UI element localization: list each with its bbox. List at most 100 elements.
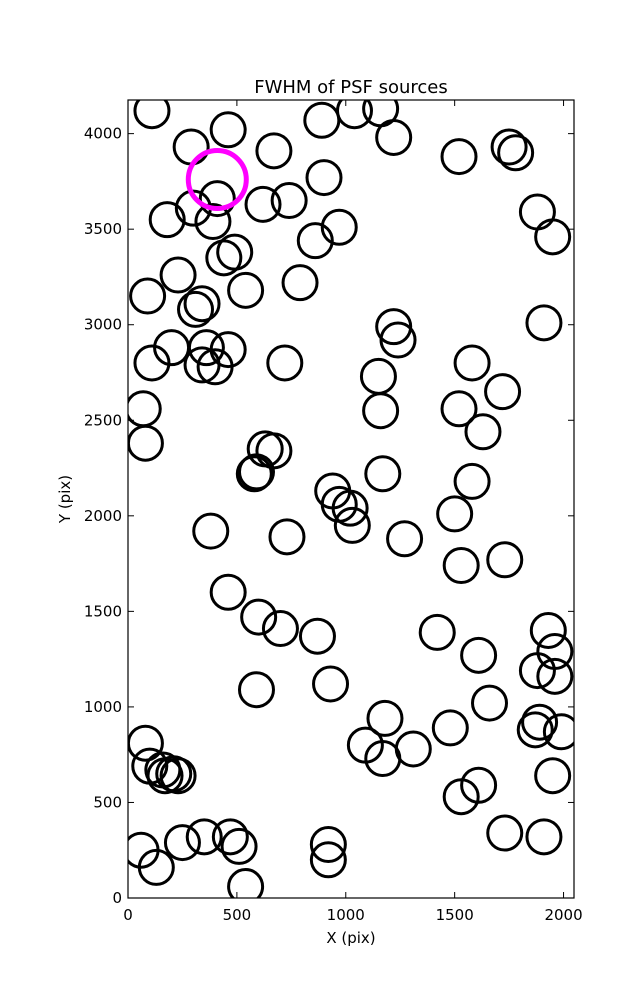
source-marker — [542, 713, 574, 751]
source-marker — [534, 218, 572, 256]
source-marker — [440, 390, 478, 428]
y-tick-label: 500 — [93, 793, 122, 811]
source-marker — [133, 100, 171, 130]
source-marker — [364, 455, 402, 493]
source-marker — [309, 841, 347, 879]
source-marker — [536, 657, 574, 695]
source-marker — [235, 455, 273, 493]
y-tick-label: 2500 — [84, 411, 122, 429]
source-marker — [497, 134, 535, 172]
ticks-layer: 0 500 1000 1500 2000 0 500 1000 1500 2000 2500 3000… — [84, 100, 583, 924]
source-marker — [220, 827, 258, 865]
source-marker — [237, 671, 275, 709]
source-marker — [516, 711, 554, 749]
source-marker — [133, 344, 171, 382]
source-marker — [137, 848, 175, 886]
source-marker — [364, 740, 402, 778]
source-marker — [486, 541, 524, 579]
source-marker — [484, 373, 522, 411]
chart-title: FWHM of PSF sources — [254, 77, 448, 98]
source-marker — [460, 636, 498, 674]
source-marker — [209, 111, 247, 149]
source-marker — [418, 613, 456, 651]
source-marker — [240, 598, 278, 636]
source-marker — [185, 818, 223, 856]
source-marker — [320, 208, 358, 246]
source-marker — [192, 512, 230, 550]
y-tick-label: 3500 — [84, 220, 122, 238]
source-marker — [129, 277, 167, 315]
source-marker — [268, 518, 306, 556]
source-marker — [453, 462, 491, 500]
x-tick-label: 1500 — [436, 906, 474, 924]
source-marker — [227, 868, 265, 898]
source-marker — [187, 329, 225, 367]
source-marker — [521, 703, 559, 741]
source-marker — [196, 348, 234, 386]
source-marker — [266, 344, 304, 382]
source-marker — [198, 180, 236, 218]
source-marker — [183, 285, 221, 323]
source-marker — [464, 413, 502, 451]
highlighted-source-marker — [185, 147, 249, 211]
source-marker — [362, 392, 400, 430]
source-marker — [436, 495, 474, 533]
source-marker — [331, 489, 369, 527]
source-marker — [490, 128, 528, 166]
source-marker — [183, 346, 221, 384]
source-marker — [159, 256, 197, 294]
y-axis-label: Y (pix) — [56, 475, 74, 524]
source-marker — [518, 652, 556, 690]
y-tick-label: 1000 — [84, 698, 122, 716]
source-marker — [177, 290, 215, 328]
source-marker — [148, 201, 186, 239]
source-marker — [159, 757, 197, 795]
source-marker — [237, 453, 275, 491]
source-marker — [471, 684, 509, 722]
source-marker — [209, 573, 247, 611]
source-marker — [244, 185, 282, 223]
source-marker — [333, 506, 371, 544]
source-marker — [227, 271, 265, 309]
source-marker — [194, 203, 232, 241]
x-tick-label: 2000 — [544, 906, 582, 924]
source-marker — [309, 825, 347, 863]
source-marker — [525, 818, 563, 856]
source-marker — [453, 344, 491, 382]
source-marker — [261, 610, 299, 648]
plot-frame — [127, 99, 575, 899]
source-marker — [379, 321, 417, 359]
x-tick-label: 500 — [223, 906, 252, 924]
source-marker — [216, 233, 254, 271]
source-marker — [375, 118, 413, 156]
source-marker — [163, 824, 201, 862]
y-tick-label: 2000 — [84, 507, 122, 525]
x-tick-label: 1000 — [327, 906, 365, 924]
x-axis-label: X (pix) — [326, 929, 375, 947]
source-marker — [440, 138, 478, 176]
y-tick-label: 4000 — [84, 125, 122, 143]
source-marker — [281, 264, 319, 302]
source-marker — [255, 132, 293, 170]
source-marker — [386, 520, 424, 558]
y-tick-label: 3000 — [84, 316, 122, 334]
source-marker — [442, 547, 480, 584]
source-marker — [211, 818, 249, 856]
source-marker — [442, 778, 480, 816]
source-marker — [298, 617, 336, 655]
source-marker — [312, 665, 350, 703]
source-marker — [335, 100, 373, 130]
markers-layer — [128, 100, 574, 898]
source-marker — [525, 304, 563, 342]
source-marker — [305, 159, 343, 197]
x-tick-label: 0 — [123, 906, 133, 924]
source-marker — [431, 709, 469, 747]
source-marker — [486, 814, 524, 852]
y-tick-label: 1500 — [84, 602, 122, 620]
source-marker — [529, 611, 567, 649]
y-tick-label: 0 — [112, 889, 122, 907]
source-marker — [366, 699, 404, 737]
source-marker — [534, 757, 572, 795]
